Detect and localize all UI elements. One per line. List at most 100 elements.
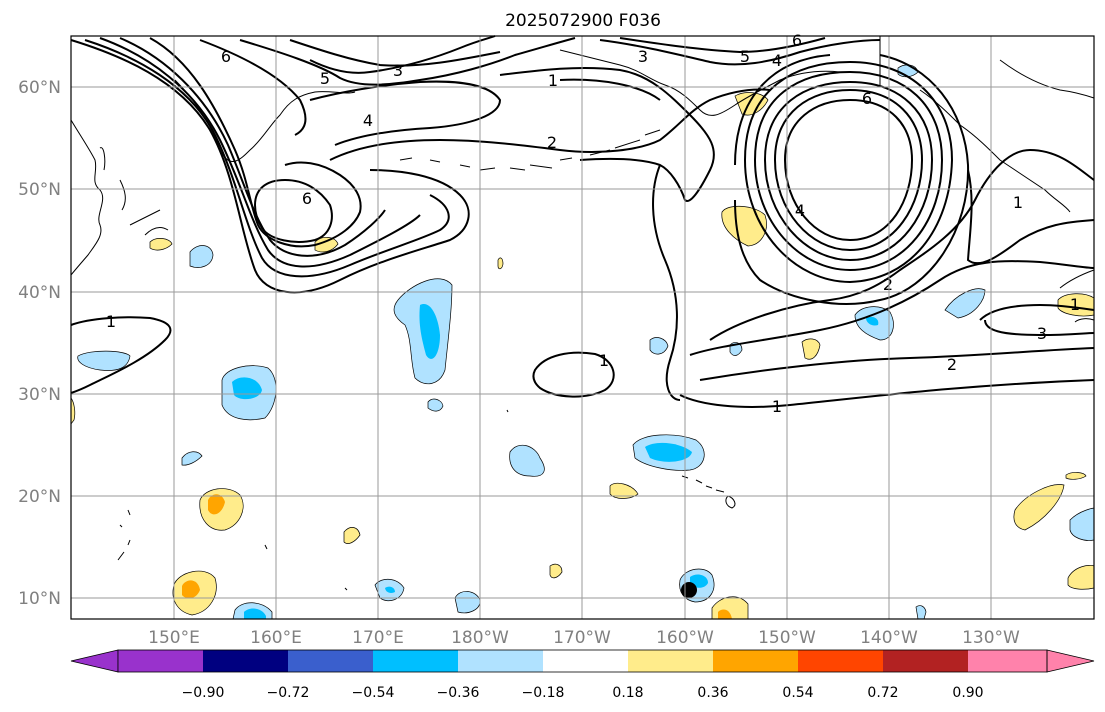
contour-line [239,37,576,86]
fill-positive-sw-corner-core [182,580,200,599]
colorbar-segment [543,650,628,672]
lat-labels: 60°N 50°N 40°N 30°N 20°N 10°N [18,78,61,609]
lat-label: 60°N [18,78,61,98]
contour-line [652,164,681,401]
contour-line [149,37,362,248]
fill-positive-small-1 [609,482,639,499]
contour-line [689,260,1095,356]
colorbar-segment [203,650,288,672]
storm-marker [681,582,697,598]
contour-line [709,148,1095,341]
contour-line [84,39,450,278]
colorbar-frame [117,649,1048,673]
contour-label: 6 [792,31,802,50]
colorbar-tick-label: 0.36 [697,685,728,701]
colorbar-segment [458,650,543,672]
contour-label: 3 [638,47,648,66]
colorbar-tick-label: −0.36 [437,685,480,701]
contour-label: 6 [862,89,872,108]
contour-label: 1 [1013,193,1023,212]
colorbar-segment [628,650,713,672]
contour-line [743,60,954,284]
contour-line [253,178,333,243]
fill-positive-small-2 [801,338,821,360]
fill-positive-small-9 [497,257,504,270]
fill-negative-small-4 [649,337,669,355]
map-frame [70,35,1095,620]
contour-line [763,80,934,262]
contour-line [532,351,615,398]
colorbar-tick-label: 0.72 [867,685,898,701]
coastline-asia [70,119,169,276]
colorbar-segment [798,650,883,672]
contour-line [699,347,1095,381]
colorbar-tick-label: 0.90 [952,685,983,701]
fill-positive-alaska-coast [734,92,769,116]
lat-label: 40°N [18,283,61,303]
contour-label: 1 [548,71,558,90]
contour-label: 5 [320,69,330,88]
lon-label: 130°W [962,628,1020,648]
lon-label: 160°W [656,628,714,648]
lat-label: 30°N [18,385,61,405]
fill-positive-small-4 [549,563,563,579]
contour-line [966,169,1095,265]
fill-negative-small-9-core [244,608,266,619]
contour-label: 2 [947,355,957,374]
fill-positive-west-south-core [208,494,225,515]
contour-labels: 6 5 3 1 2 4 6 3 5 4 6 4 6 2 1 1 2 3 1 1 … [106,31,1080,416]
colorbar: −0.90 −0.72 −0.54 −0.36 −0.18 0.18 0.36 … [70,649,1095,701]
contour-label: 1 [1070,295,1080,314]
colorbar-segment [288,650,373,672]
coastlines [70,36,1095,591]
fill-negative-mid-south [509,444,545,477]
contour-label: 6 [221,47,231,66]
map-panel: 6 5 3 1 2 4 6 3 5 4 6 4 6 2 1 1 2 3 1 1 … [70,31,1095,620]
fill-positive-small-3 [343,527,361,544]
contour-label: 4 [772,51,782,70]
fill-negative-small-3 [944,288,986,319]
fill-negative-central-pacific-core [419,304,440,359]
contour-line [753,70,944,272]
lon-labels: 150°E 160°E 170°E 180°W 170°W 160°W 150°… [148,628,1020,648]
map-title: 2025072900 F036 [505,11,661,31]
contour-label: 2 [547,133,557,152]
colorbar-tick-label: 0.18 [612,685,643,701]
fill-negative-hawaii-north-core [645,442,692,462]
colorbar-segment [118,650,203,672]
fill-negative-west-edge [77,350,131,371]
contour-line [70,316,172,394]
fill-negative-small-6 [427,398,444,412]
lat-label: 50°N [18,180,61,200]
contour-label: 1 [599,351,609,370]
coastline-na-west [879,36,1095,323]
colorbar-tick-label: −0.72 [267,685,310,701]
colorbar-segment [713,650,798,672]
lon-label: 140°W [860,628,918,648]
colorbar-segment [968,650,1047,672]
colorbar-segment [373,650,458,672]
contour-label: 4 [795,201,805,220]
coastline-small-islands [117,409,509,591]
contour-label: 3 [393,61,403,80]
fill-positive-small-5 [314,237,339,253]
contour-line [70,39,470,294]
contour-label: 1 [772,397,782,416]
contour-line [289,39,502,146]
contour-label: 6 [302,189,312,208]
coastline-alaska [559,49,841,116]
fill-negative-small-7-core [385,586,395,593]
contour-label: 1 [106,312,116,331]
lon-label: 180°W [451,628,509,648]
contour-line [329,88,771,161]
colorbar-segment [883,650,968,672]
fill-negative-small-2-core [866,316,879,326]
gridlines [71,36,1094,619]
lat-label: 20°N [18,487,61,507]
lon-label: 170°W [553,628,611,648]
contour-line [199,35,496,136]
fill-negative-small-1 [189,245,214,268]
fill-positive-small-8 [1065,472,1087,480]
contour-label: 2 [883,275,893,294]
